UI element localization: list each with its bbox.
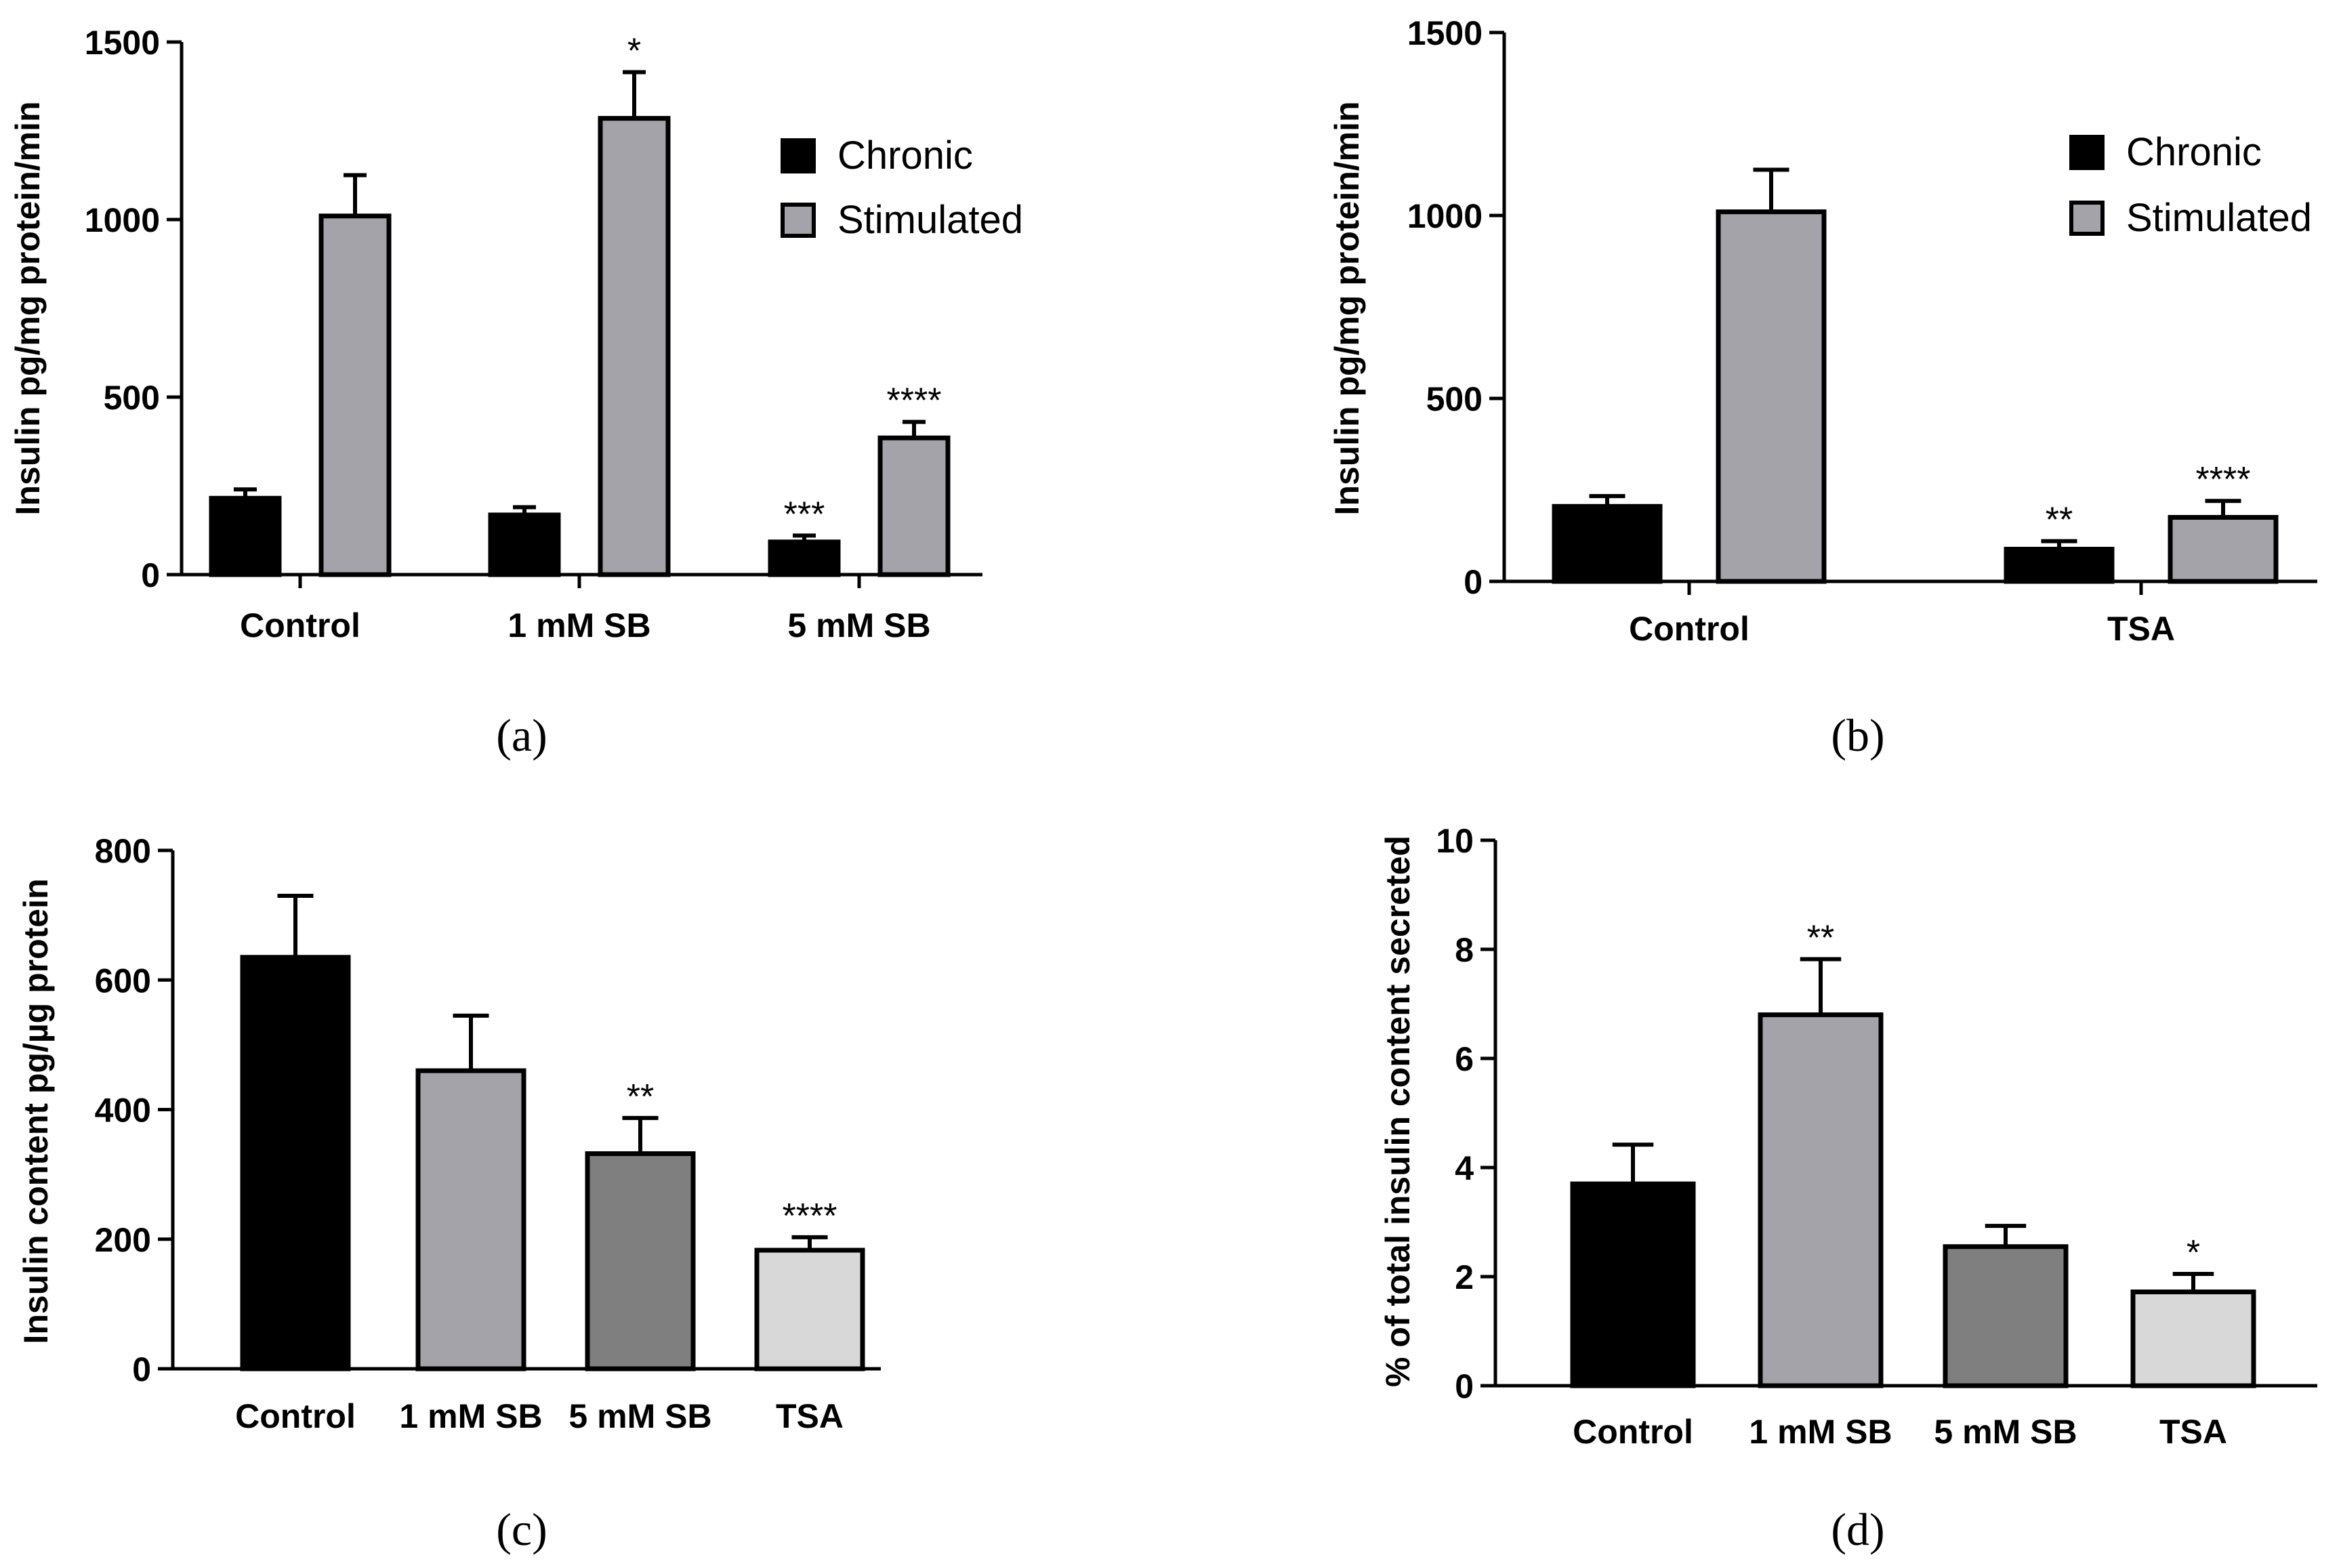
panel-d-significance-label: * xyxy=(2187,1233,2200,1273)
panel-a-y-tick-label: 500 xyxy=(104,379,160,417)
panel-b-y-tick-label: 0 xyxy=(1464,563,1483,601)
panel-a-x-tick-label: 1 mM SB xyxy=(507,606,650,644)
panel-b-bar-stimulated-1 xyxy=(2168,515,2279,584)
panel-d-y-tick-label: 10 xyxy=(1436,822,1474,860)
panel-a-legend-label-stimulated: Stimulated xyxy=(837,198,1023,242)
panel-c-y-tick-label: 800 xyxy=(95,832,151,870)
panel-c-x-tick-label: 1 mM SB xyxy=(399,1397,542,1435)
panel-a-bar-chronic-1 xyxy=(488,512,561,577)
panel-d-bar-cat-1 xyxy=(1758,1012,1884,1388)
panel-a-bar-stimulated-0 xyxy=(318,213,392,577)
panel-b-y-tick-label: 500 xyxy=(1426,380,1483,418)
panel-a-significance-label: *** xyxy=(784,495,825,534)
panel-a-y-tick-label: 1000 xyxy=(85,201,160,239)
panel-b-legend-label-chronic: Chronic xyxy=(2126,130,2262,174)
panel-d-y-tick-label: 8 xyxy=(1455,931,1474,969)
panel-b-x-tick-label: Control xyxy=(1629,610,1749,648)
panel-a-bar-chronic-2 xyxy=(768,539,841,577)
panel-c-y-tick-label: 400 xyxy=(95,1092,151,1130)
panel-b-significance-label: **** xyxy=(2196,460,2251,499)
panel-c-x-tick-label: Control xyxy=(235,1397,356,1435)
panel-d-y-axis-title: % of total insulin content secreted xyxy=(1379,835,1417,1387)
panel-b-bar-chronic-0 xyxy=(1552,503,1663,584)
panel-d-x-tick-label: 5 mM SB xyxy=(1934,1413,2077,1451)
panel-d-caption: (d) xyxy=(1831,1504,1884,1555)
panel-b-x-tick-label: TSA xyxy=(2107,610,2175,648)
panel-b-legend-label-stimulated: Stimulated xyxy=(2126,196,2312,240)
panel-c-y-tick-label: 200 xyxy=(95,1221,151,1259)
panel-d-x-tick-label: Control xyxy=(1573,1413,1693,1451)
panel-c-y-axis-title: Insulin content pg/µg protein xyxy=(17,878,55,1344)
panel-c-bar-cat-0 xyxy=(240,955,351,1371)
panel-a-x-tick-label: Control xyxy=(240,606,360,644)
panel-a-bar-chronic-0 xyxy=(209,495,282,577)
panel-b-legend-swatch-chronic xyxy=(2069,135,2105,170)
panel-d-x-tick-label: 1 mM SB xyxy=(1749,1413,1892,1451)
panel-d-y-tick-label: 0 xyxy=(1455,1367,1474,1405)
panel-a: 0 500 1000 1500 Insulin pg/mg protein/min Con… xyxy=(9,24,1023,644)
panel-c-bar-cat-1 xyxy=(415,1068,526,1371)
panel-c-y-tick-label: 0 xyxy=(132,1350,151,1388)
panel-c: 0 200 400 600 800 Insulin content pg/µg prote… xyxy=(17,832,881,1435)
panel-c-x-tick-label: TSA xyxy=(776,1397,844,1435)
panel-c-y-tick-label: 600 xyxy=(95,962,151,999)
panel-a-significance-label: **** xyxy=(887,381,942,421)
panel-a-caption: (a) xyxy=(496,709,547,761)
panel-a-bar-stimulated-2 xyxy=(877,435,951,577)
panel-c-bar-cat-3 xyxy=(754,1247,865,1371)
panel-a-legend-swatch-chronic xyxy=(781,138,816,173)
panel-d-y-tick-label: 4 xyxy=(1455,1149,1474,1187)
panel-d-bar-cat-0 xyxy=(1570,1181,1696,1388)
panel-c-x-tick-label: 5 mM SB xyxy=(568,1397,711,1435)
panel-a-significance-label: * xyxy=(627,32,641,71)
panel-d-y-tick-label: 2 xyxy=(1455,1258,1474,1296)
panel-b-legend-swatch-stimulated xyxy=(2069,201,2105,236)
panel-b-y-tick-label: 1000 xyxy=(1407,197,1483,235)
panel-a-legend-swatch-stimulated xyxy=(781,203,816,238)
panel-a-bar-stimulated-1 xyxy=(598,116,671,577)
panel-a-y-tick-label: 1500 xyxy=(85,24,160,62)
panel-b-bar-stimulated-0 xyxy=(1716,209,1827,584)
panel-c-caption: (c) xyxy=(496,1504,547,1555)
panel-a-legend-label-chronic: Chronic xyxy=(837,133,973,178)
panel-d: 0 2 4 6 8 10 % of total insulin content secret… xyxy=(1379,822,2317,1451)
panel-a-y-tick-label: 0 xyxy=(141,556,160,594)
panel-b-bar-chronic-1 xyxy=(2004,546,2115,584)
panel-c-bar-cat-2 xyxy=(585,1151,696,1371)
panel-b-caption: (b) xyxy=(1831,709,1884,761)
panel-b-y-tick-label: 1500 xyxy=(1407,14,1483,52)
panel-b: 0 500 1000 1500 Insulin pg/mg protein/min Con… xyxy=(1328,14,2317,648)
panel-b-y-axis-title: Insulin pg/mg protein/min xyxy=(1328,101,1366,515)
panel-b-significance-label: ** xyxy=(2046,501,2073,540)
panel-c-significance-label: ** xyxy=(627,1077,654,1117)
panel-c-significance-label: **** xyxy=(783,1197,837,1236)
panel-d-y-tick-label: 6 xyxy=(1455,1040,1474,1078)
panel-d-significance-label: ** xyxy=(1807,918,1834,957)
panel-a-x-tick-label: 5 mM SB xyxy=(787,606,930,644)
panel-d-bar-cat-2 xyxy=(1943,1244,2069,1388)
panel-d-bar-cat-3 xyxy=(2130,1290,2256,1388)
panel-d-x-tick-label: TSA xyxy=(2159,1413,2227,1451)
panel-a-y-axis-title: Insulin pg/mg protein/min xyxy=(9,101,47,515)
